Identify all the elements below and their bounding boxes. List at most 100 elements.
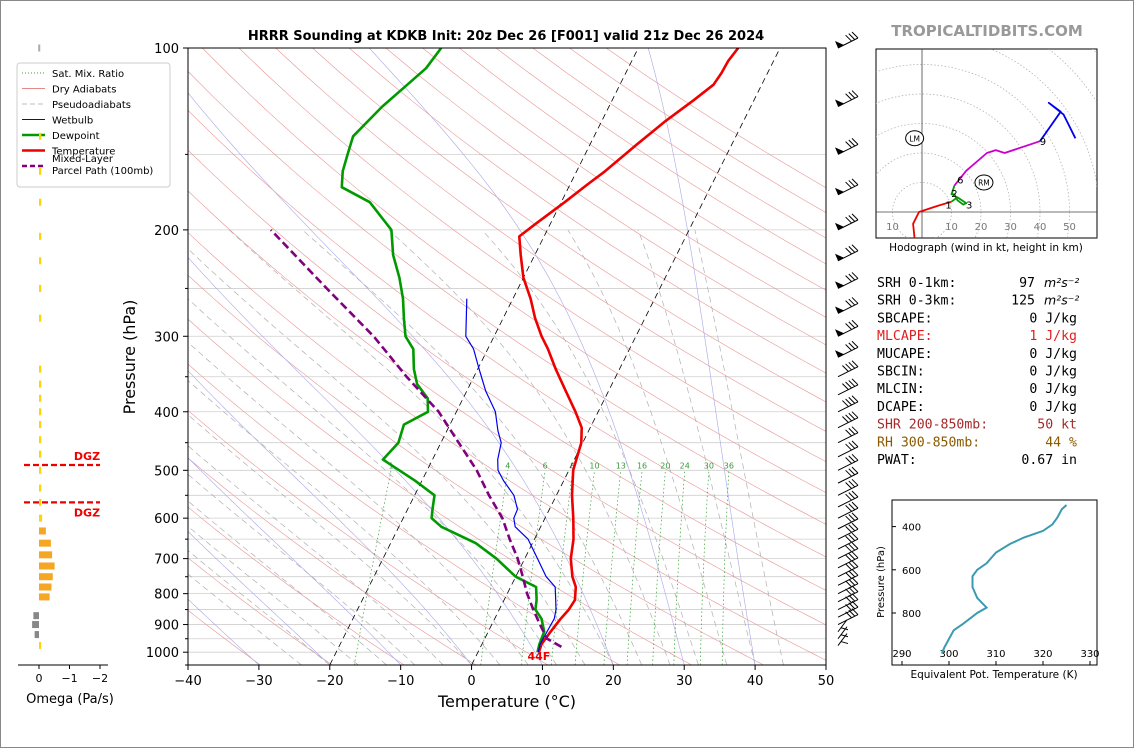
hodograph-tick-label: 20 bbox=[975, 222, 988, 233]
mixing-ratio-label: 24 bbox=[680, 461, 690, 470]
omega-bar bbox=[39, 593, 50, 601]
barb-feather bbox=[840, 627, 849, 631]
x-tick-label: −10 bbox=[387, 674, 414, 689]
hodograph-caption: Hodograph (wind in kt, height in km) bbox=[889, 242, 1083, 254]
dry-adiabat bbox=[312, 48, 826, 403]
barb-feather bbox=[848, 524, 856, 532]
wind-barb bbox=[837, 411, 859, 429]
skewt-xlabel: Temperature (°C) bbox=[437, 692, 576, 711]
barb-feather bbox=[851, 501, 859, 509]
barb-feather bbox=[851, 568, 859, 576]
stat-value: 0 J/kg bbox=[1029, 365, 1077, 380]
dry-adiabat bbox=[188, 232, 826, 661]
mixing-ratio-label: 16 bbox=[637, 461, 647, 470]
omega-bar bbox=[32, 621, 39, 629]
y-tick-label: 100 bbox=[154, 42, 179, 57]
barb-feather bbox=[845, 93, 852, 101]
barb-pennant bbox=[835, 147, 844, 155]
x-tick-label: 10 bbox=[534, 674, 551, 689]
barb-feather bbox=[848, 180, 856, 187]
barb-feather bbox=[848, 480, 856, 488]
barb-feather bbox=[845, 216, 852, 224]
legend-label-part: Parcel Path (100mb) bbox=[52, 166, 153, 177]
mixing-ratio-line bbox=[480, 470, 509, 665]
isotherm-0c bbox=[471, 48, 781, 665]
mixing-ratio-label: 4 bbox=[505, 461, 510, 470]
series-line-temperature bbox=[518, 48, 740, 653]
wind-barb bbox=[837, 440, 859, 458]
wind-barb bbox=[837, 542, 859, 560]
hodograph-height-label: 3 bbox=[966, 201, 972, 212]
hodograph-tick-label: 10 bbox=[945, 222, 958, 233]
wind-barb bbox=[837, 626, 849, 640]
barb-feather bbox=[848, 492, 856, 499]
theta-e-y-tick-label: 600 bbox=[902, 566, 921, 577]
skewt-background-lines: 1 4 6 8 10 13 16 20 24 30 36 bbox=[188, 48, 826, 665]
barb-feather bbox=[845, 247, 852, 255]
dry-adiabat bbox=[188, 149, 826, 591]
barb-staff bbox=[837, 633, 848, 646]
barb-feather bbox=[845, 344, 852, 351]
omega-bar bbox=[39, 408, 42, 416]
barb-feather bbox=[845, 141, 852, 148]
wind-barbs bbox=[835, 31, 859, 646]
barb-feather bbox=[845, 545, 852, 553]
wind-barb bbox=[837, 395, 859, 413]
x-tick-label: 40 bbox=[747, 674, 764, 689]
wetbulb-reference-line bbox=[188, 531, 331, 665]
barb-feather bbox=[851, 90, 859, 97]
barb-feather bbox=[848, 342, 856, 350]
storm-motion-label: RM bbox=[978, 179, 990, 188]
omega-bar bbox=[39, 257, 42, 265]
surface-temp-label: 44F bbox=[528, 650, 551, 663]
omega-xlabel: Omega (Pa/s) bbox=[26, 692, 114, 707]
omega-bar bbox=[39, 314, 42, 322]
stat-unit: m²s⁻² bbox=[1044, 293, 1079, 308]
omega-bar bbox=[39, 450, 42, 458]
wind-barb bbox=[835, 213, 859, 231]
skewt-axes: −40 −30 −20 −10 0 10 20 30 40 50 100 200 300 400 500 60… bbox=[146, 42, 834, 689]
barb-feather bbox=[851, 551, 859, 559]
theta-e-ylabel: Pressure (hPa) bbox=[876, 546, 887, 618]
barb-feather bbox=[848, 553, 856, 560]
barb-staff bbox=[837, 619, 848, 633]
omega-bar bbox=[39, 583, 52, 591]
hodograph-height-label: 6 bbox=[957, 176, 963, 187]
legend-label: Sat. Mix. Ratio bbox=[52, 69, 124, 80]
barb-feather bbox=[851, 466, 859, 474]
barb-feather bbox=[845, 469, 852, 477]
y-tick-label: 600 bbox=[154, 512, 179, 527]
hodograph-height-label: 9 bbox=[1040, 137, 1046, 148]
barb-feather bbox=[851, 319, 859, 327]
omega-bar bbox=[39, 484, 42, 492]
barb-feather bbox=[845, 604, 852, 611]
barb-feather bbox=[851, 600, 859, 608]
mixing-ratio-line bbox=[353, 470, 392, 665]
barb-feather bbox=[845, 493, 852, 501]
barb-feather bbox=[848, 543, 856, 551]
theta-e-panel: 290 300 310 320 330 400 600 800 bbox=[891, 499, 1100, 666]
theta-e-xlabel: Equivalent Pot. Temperature (K) bbox=[910, 669, 1077, 681]
barb-feather bbox=[851, 577, 859, 584]
barb-feather bbox=[845, 300, 852, 307]
barb-feather bbox=[845, 505, 852, 512]
wetbulb-reference-line bbox=[188, 257, 543, 665]
barb-staff bbox=[837, 626, 848, 640]
y-tick-label: 200 bbox=[154, 224, 179, 239]
omega-tick-label: 0 bbox=[36, 672, 43, 685]
barb-feather bbox=[845, 363, 852, 371]
barb-feather bbox=[845, 443, 852, 451]
barb-feather bbox=[845, 588, 852, 596]
barb-feather bbox=[851, 453, 859, 461]
barb-feather bbox=[848, 91, 856, 99]
stat-label: MLCIN: bbox=[877, 382, 925, 397]
pseudoadiabat bbox=[302, 229, 643, 665]
hodograph-segment bbox=[1039, 101, 1077, 142]
hodograph-segment bbox=[912, 200, 952, 238]
stat-label: SHR 200-850mb: bbox=[877, 418, 988, 433]
wind-barb bbox=[837, 585, 859, 603]
barb-feather bbox=[848, 561, 856, 569]
storm-motion-marker bbox=[905, 130, 925, 147]
mixing-ratio-line bbox=[626, 470, 643, 665]
hodograph-segment bbox=[953, 140, 1041, 186]
